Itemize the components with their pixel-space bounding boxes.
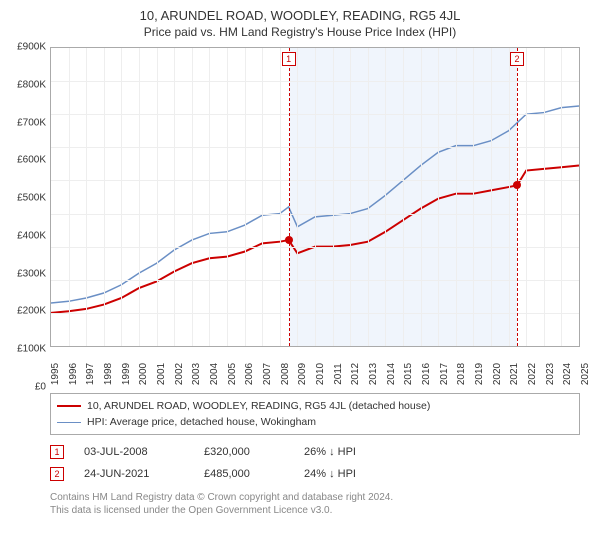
x-axis-label: 2011 xyxy=(333,363,344,385)
event-date: 03-JUL-2008 xyxy=(84,446,204,458)
event-marker-2 xyxy=(513,181,521,189)
x-axis-label: 2018 xyxy=(456,363,467,385)
y-axis-label: £100K xyxy=(10,344,46,355)
x-axis-label: 1998 xyxy=(103,363,114,385)
y-axis-label: £700K xyxy=(10,117,46,128)
legend-swatch xyxy=(57,405,81,407)
x-axis-label: 2016 xyxy=(421,363,432,385)
x-axis-label: 2008 xyxy=(280,363,291,385)
y-axis-label: £800K xyxy=(10,79,46,90)
plot-region: 12 xyxy=(50,47,580,347)
event-line-1 xyxy=(289,48,290,346)
event-price: £485,000 xyxy=(204,468,304,480)
event-row-badge: 2 xyxy=(50,467,64,481)
x-axis-label: 2017 xyxy=(439,363,450,385)
x-axis-label: 2001 xyxy=(156,363,167,385)
x-axis-label: 2002 xyxy=(174,363,185,385)
x-axis-label: 2024 xyxy=(562,363,573,385)
event-price: £320,000 xyxy=(204,446,304,458)
x-axis-label: 2012 xyxy=(350,363,361,385)
event-row-2: 2 24-JUN-2021£485,00024% ↓ HPI xyxy=(50,463,580,485)
chart-area: 12 £0£100K£200K£300K£400K£500K£600K£700K… xyxy=(50,47,580,387)
x-axis-label: 2014 xyxy=(386,363,397,385)
legend-item-hpi: HPI: Average price, detached house, Woki… xyxy=(57,414,573,430)
x-axis-label: 2019 xyxy=(474,363,485,385)
event-delta: 24% ↓ HPI xyxy=(304,468,384,480)
x-axis-label: 2021 xyxy=(509,363,520,385)
x-axis-label: 1995 xyxy=(50,363,61,385)
event-row-badge: 1 xyxy=(50,445,64,459)
events-table: 1 03-JUL-2008£320,00026% ↓ HPI 2 24-JUN-202… xyxy=(50,441,580,485)
y-axis-label: £900K xyxy=(10,42,46,53)
y-axis-label: £300K xyxy=(10,268,46,279)
event-badge-2: 2 xyxy=(510,52,524,66)
x-axis-label: 2022 xyxy=(527,363,538,385)
x-axis-label: 2015 xyxy=(403,363,414,385)
event-badge-1: 1 xyxy=(282,52,296,66)
x-axis-label: 1999 xyxy=(121,363,132,385)
x-axis-label: 2010 xyxy=(315,363,326,385)
chart-title: 10, ARUNDEL ROAD, WOODLEY, READING, RG5 … xyxy=(10,8,590,23)
event-date: 24-JUN-2021 xyxy=(84,468,204,480)
x-axis-label: 1996 xyxy=(68,363,79,385)
footer-attribution: Contains HM Land Registry data © Crown c… xyxy=(50,491,580,517)
x-axis-label: 2013 xyxy=(368,363,379,385)
x-axis-label: 2023 xyxy=(545,363,556,385)
legend: 10, ARUNDEL ROAD, WOODLEY, READING, RG5 … xyxy=(50,393,580,435)
legend-label: 10, ARUNDEL ROAD, WOODLEY, READING, RG5 … xyxy=(87,400,430,412)
x-axis-label: 2003 xyxy=(191,363,202,385)
x-axis-label: 2007 xyxy=(262,363,273,385)
x-axis-label: 2025 xyxy=(580,363,591,385)
chart-subtitle: Price paid vs. HM Land Registry's House … xyxy=(10,25,590,39)
x-axis-label: 2009 xyxy=(297,363,308,385)
legend-swatch xyxy=(57,422,81,423)
y-axis-label: £600K xyxy=(10,155,46,166)
x-axis-label: 2000 xyxy=(138,363,149,385)
x-axis-label: 2005 xyxy=(227,363,238,385)
y-axis-label: £500K xyxy=(10,193,46,204)
y-axis-label: £0 xyxy=(10,382,46,393)
x-axis-label: 2006 xyxy=(244,363,255,385)
x-axis-label: 2004 xyxy=(209,363,220,385)
y-axis-label: £200K xyxy=(10,306,46,317)
event-marker-1 xyxy=(285,236,293,244)
legend-item-property: 10, ARUNDEL ROAD, WOODLEY, READING, RG5 … xyxy=(57,398,573,414)
x-axis-label: 1997 xyxy=(85,363,96,385)
footer-line-2: This data is licensed under the Open Gov… xyxy=(50,504,580,517)
event-line-2 xyxy=(517,48,518,346)
y-axis-label: £400K xyxy=(10,230,46,241)
legend-label: HPI: Average price, detached house, Woki… xyxy=(87,416,316,428)
event-row-1: 1 03-JUL-2008£320,00026% ↓ HPI xyxy=(50,441,580,463)
footer-line-1: Contains HM Land Registry data © Crown c… xyxy=(50,491,580,504)
x-axis-label: 2020 xyxy=(492,363,503,385)
event-delta: 26% ↓ HPI xyxy=(304,446,384,458)
